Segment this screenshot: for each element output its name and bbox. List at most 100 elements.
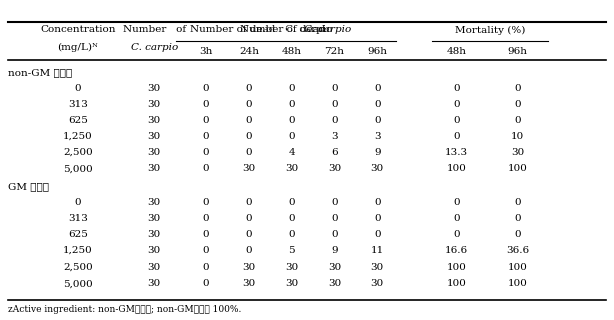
Text: 3h: 3h [200,47,213,56]
Text: 30: 30 [147,263,161,272]
Text: 30: 30 [285,263,298,272]
Text: 0: 0 [246,214,252,223]
Text: 0: 0 [515,230,521,239]
Text: 6: 6 [331,148,338,156]
Text: 0: 0 [453,132,460,141]
Text: 13.3: 13.3 [445,148,468,156]
Text: 0: 0 [246,84,252,93]
Text: 0: 0 [203,230,209,239]
Text: 0: 0 [203,84,209,93]
Text: 30: 30 [147,164,161,173]
Text: 0: 0 [374,214,381,223]
Text: 0: 0 [374,100,381,109]
Text: 0: 0 [246,100,252,109]
Text: 30: 30 [328,164,341,173]
Text: GM 옥수수: GM 옥수수 [7,182,49,191]
Text: 0: 0 [203,263,209,272]
Text: 0: 0 [331,100,338,109]
Text: 625: 625 [68,116,88,125]
Text: 0: 0 [453,230,460,239]
Text: 48h: 48h [282,47,301,56]
Text: 30: 30 [147,100,161,109]
Text: 0: 0 [453,116,460,125]
Text: zActive ingredient: non-GM옥수수; non-GM옥수수 100%.: zActive ingredient: non-GM옥수수; non-GM옥수수… [7,305,241,314]
Text: Number   of: Number of [123,25,186,35]
Text: 5,000: 5,000 [63,279,93,288]
Text: 1,250: 1,250 [63,132,93,141]
Text: 30: 30 [243,279,255,288]
Text: 0: 0 [331,214,338,223]
Text: 0: 0 [374,84,381,93]
Text: 0: 0 [515,214,521,223]
Text: 16.6: 16.6 [445,246,468,255]
Text: non-GM 옥수수: non-GM 옥수수 [7,68,72,77]
Text: 0: 0 [374,198,381,207]
Text: 0: 0 [331,116,338,125]
Text: 30: 30 [147,230,161,239]
Text: 96h: 96h [367,47,387,56]
Text: 0: 0 [453,214,460,223]
Text: 0: 0 [74,84,81,93]
Text: 100: 100 [508,263,528,272]
Text: Number of dead: Number of dead [239,25,325,35]
Text: C. carpio: C. carpio [303,25,351,35]
Text: 9: 9 [374,148,381,156]
Text: 100: 100 [447,164,467,173]
Text: 0: 0 [453,198,460,207]
Text: 30: 30 [147,198,161,207]
Text: 30: 30 [371,279,384,288]
Text: 0: 0 [246,132,252,141]
Text: 0: 0 [203,100,209,109]
Text: 0: 0 [289,116,295,125]
Text: 30: 30 [147,214,161,223]
Text: 0: 0 [374,116,381,125]
Text: 625: 625 [68,230,88,239]
Text: 0: 0 [203,132,209,141]
Text: 100: 100 [447,263,467,272]
Text: 0: 0 [203,148,209,156]
Text: 36.6: 36.6 [507,246,529,255]
Text: 1,250: 1,250 [63,246,93,255]
Text: C. carpio: C. carpio [131,43,178,52]
Text: Number of dead   C. carpio: Number of dead C. carpio [190,25,332,35]
Text: 0: 0 [203,198,209,207]
Text: 0: 0 [203,279,209,288]
Text: 0: 0 [289,84,295,93]
Text: 2,500: 2,500 [63,148,93,156]
Text: 100: 100 [508,279,528,288]
Text: 0: 0 [289,198,295,207]
Text: 3: 3 [374,132,381,141]
Text: C. carpio: C. carpio [263,25,311,35]
Text: 0: 0 [203,246,209,255]
Text: 5: 5 [289,246,295,255]
Text: 0: 0 [289,100,295,109]
Text: 0: 0 [246,230,252,239]
Text: 30: 30 [328,279,341,288]
Text: 100: 100 [447,279,467,288]
Text: 10: 10 [511,132,524,141]
Text: 313: 313 [68,214,88,223]
Text: 30: 30 [243,263,255,272]
Text: 30: 30 [147,246,161,255]
Text: 30: 30 [285,164,298,173]
Text: 5,000: 5,000 [63,164,93,173]
Text: 48h: 48h [447,47,467,56]
Text: 0: 0 [515,198,521,207]
Text: 30: 30 [147,132,161,141]
Text: 0: 0 [246,148,252,156]
Text: 30: 30 [371,263,384,272]
Text: 30: 30 [511,148,524,156]
Text: 0: 0 [515,84,521,93]
Text: 0: 0 [74,198,81,207]
Text: 30: 30 [147,116,161,125]
Text: 313: 313 [68,100,88,109]
Text: Concentration: Concentration [40,25,115,35]
Text: 3: 3 [331,132,338,141]
Text: 0: 0 [203,164,209,173]
Text: 0: 0 [331,84,338,93]
Text: 0: 0 [289,132,295,141]
Text: Mortality (%): Mortality (%) [455,25,526,35]
Text: 100: 100 [508,164,528,173]
Text: 4: 4 [289,148,295,156]
Text: 0: 0 [246,198,252,207]
